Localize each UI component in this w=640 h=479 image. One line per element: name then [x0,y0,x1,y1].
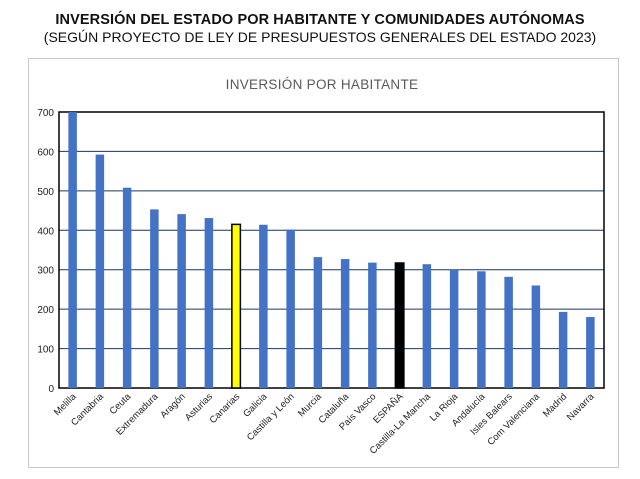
bar-15 [477,271,486,388]
y-tick-label: 100 [37,345,54,356]
bar-1 [95,154,105,388]
bar-6 [231,223,242,389]
bar-14 [449,269,459,388]
bar-3 [150,209,159,388]
bar-5 [204,218,214,388]
bar-2 [122,187,132,388]
chart-title: INVERSIÓN POR HABITANTE [226,77,419,92]
x-tick-label: Navarra [565,391,597,423]
bar-16 [504,276,513,388]
bar-18 [558,311,568,388]
bar-9 [313,257,323,388]
bar-11 [368,262,377,388]
bar-4 [177,214,186,388]
bar-13 [422,264,432,388]
y-tick-label: 0 [48,384,54,395]
x-tick-label: Canarias [208,391,243,426]
y-tick-label: 700 [37,108,54,119]
plot-area-frame [58,111,605,389]
bar-19 [586,317,595,388]
bar-0 [68,112,77,388]
bar-7 [259,224,268,388]
y-tick-label: 300 [37,266,54,277]
y-tick-label: 400 [37,226,54,237]
bar-12 [394,262,405,389]
y-tick-label: 600 [37,147,54,158]
y-tick-label: 500 [37,187,54,198]
bar-10 [340,259,350,388]
page-title: INVERSIÓN DEL ESTADO POR HABITANTE Y COM… [55,12,585,28]
bar-8 [286,229,295,388]
bar-17 [531,285,541,388]
page-subtitle: (SEGÚN PROYECTO DE LEY DE PRESUPUESTOS G… [43,29,597,45]
y-tick-label: 200 [37,305,54,316]
